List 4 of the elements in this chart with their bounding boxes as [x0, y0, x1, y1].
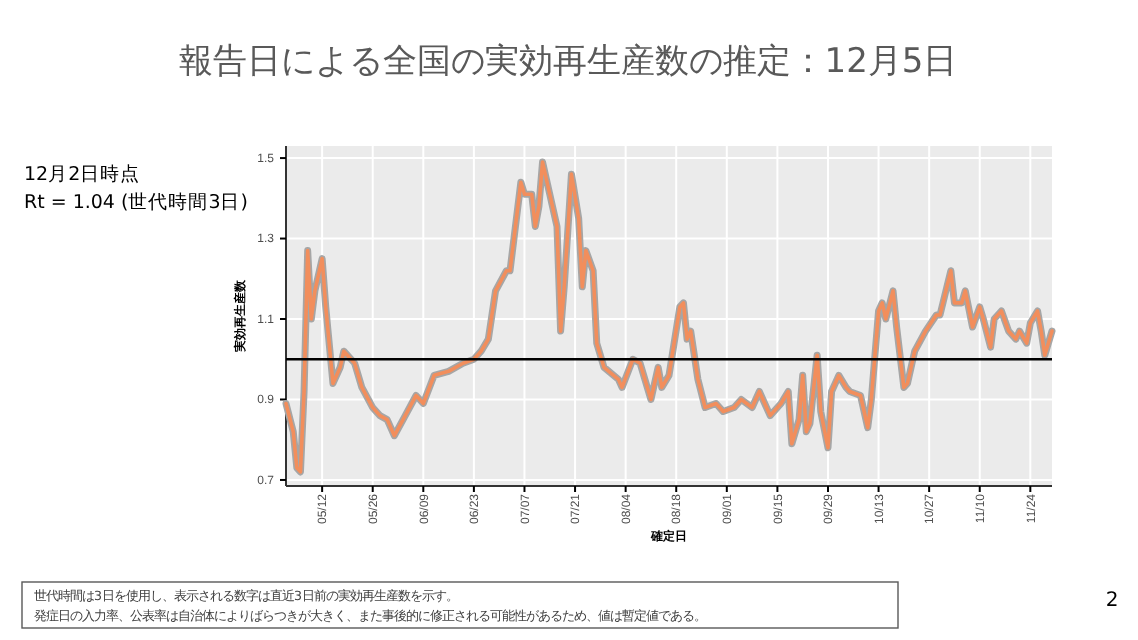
text: 2 — [1105, 590, 1119, 612]
text: Rt = 1.04 (世代時間3日) — [24, 190, 248, 214]
chart-title: 報告日による全国の実効再生産数の推定：12月5日 — [178, 42, 958, 82]
text: 12月2日時点 — [24, 162, 141, 186]
